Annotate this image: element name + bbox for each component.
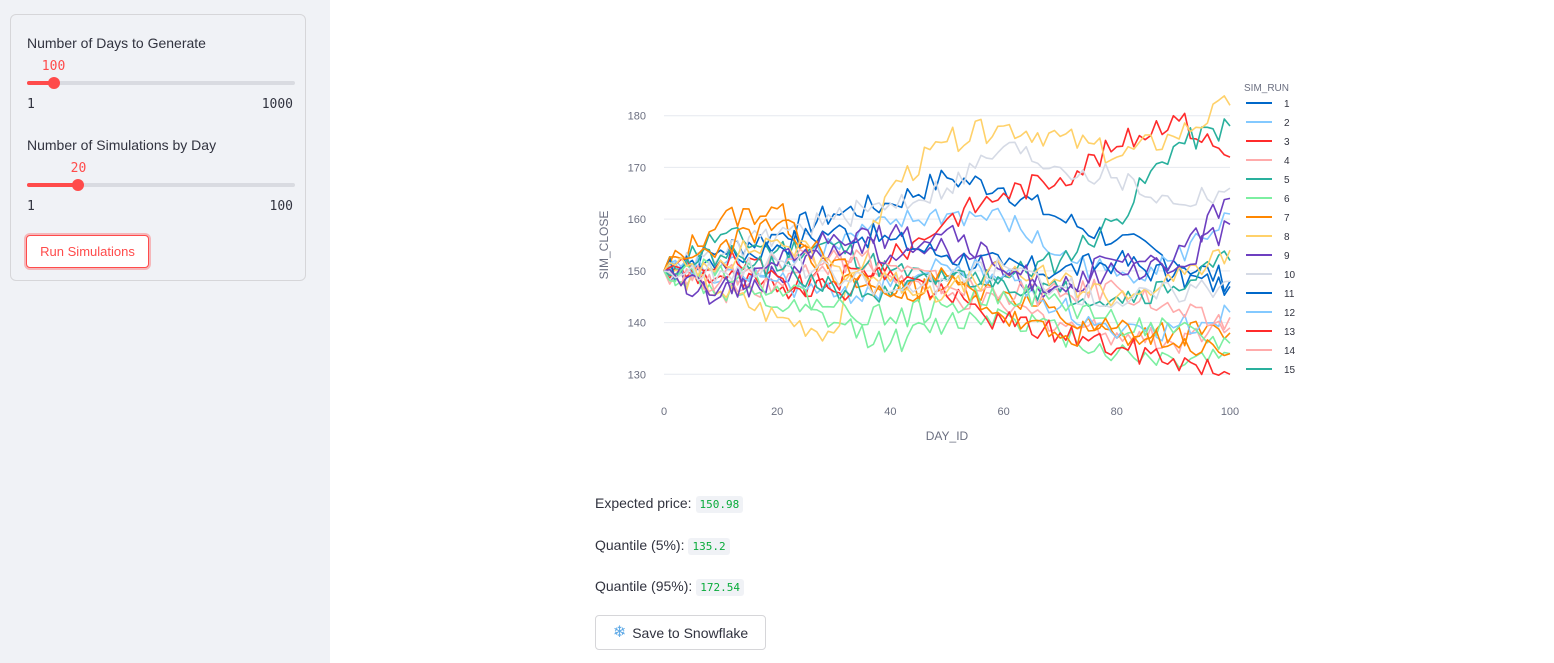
legend-entry: 10 [1284, 270, 1296, 281]
expected-price-label: Expected price: [595, 495, 692, 511]
legend-entry: 3 [1284, 137, 1290, 148]
y-tick-label: 180 [628, 111, 646, 123]
x-axis-label: DAY_ID [926, 429, 969, 443]
quantile-5-metric: Quantile (5%): 135.2 [595, 537, 730, 555]
sims-slider-value: 20 [70, 161, 87, 176]
sims-slider[interactable] [27, 179, 295, 191]
legend-entry: 7 [1284, 213, 1290, 224]
series-line-14 [663, 248, 1231, 334]
legend-entry: 11 [1284, 289, 1295, 300]
days-slider-value: 100 [41, 59, 66, 74]
y-tick-label: 140 [628, 318, 646, 330]
sims-slider-min: 1 [27, 199, 35, 214]
simulation-chart: 130 140 150 160 170 180 0 20 40 60 80 100 DAY_ID SIM_… [590, 75, 1310, 455]
sims-slider-thumb[interactable] [72, 179, 85, 191]
days-slider-max: 1000 [261, 97, 293, 112]
x-tick-label: 0 [661, 406, 667, 418]
save-to-snowflake-button[interactable]: ❄ Save to Snowflake [595, 615, 766, 650]
days-slider-min: 1 [27, 97, 35, 112]
series-line-20 [663, 251, 1231, 309]
legend-entry: 4 [1284, 156, 1290, 167]
legend-entry: 14 [1284, 346, 1296, 357]
legend-entry: 2 [1284, 118, 1290, 129]
legend-entry: 9 [1284, 251, 1290, 262]
y-tick-label: 150 [628, 266, 646, 278]
series-line-9 [663, 197, 1231, 305]
legend-entry: 12 [1284, 308, 1296, 319]
days-slider-label: Number of Days to Generate [27, 35, 206, 51]
expected-price-value: 150.98 [695, 496, 744, 513]
legend-entry: 8 [1284, 232, 1290, 243]
x-tick-label: 100 [1221, 406, 1239, 418]
days-slider-fill [27, 81, 54, 85]
y-tick-label: 130 [628, 369, 646, 381]
series-line-3 [663, 112, 1231, 300]
legend-entry: 15 [1284, 365, 1296, 376]
y-tick-label: 170 [628, 162, 646, 174]
x-tick-label: 60 [997, 406, 1009, 418]
legend-entry: 13 [1284, 327, 1296, 338]
simulation-form: Number of Days to Generate 100 1 1000 Nu… [10, 14, 306, 281]
quantile-5-label: Quantile (5%): [595, 537, 685, 553]
sims-slider-fill [27, 183, 79, 187]
series-line-16 [663, 258, 1231, 351]
series-line-10 [663, 141, 1231, 281]
sims-slider-max: 100 [269, 199, 293, 214]
days-slider[interactable] [27, 77, 295, 89]
quantile-5-value: 135.2 [688, 538, 730, 555]
series-line-8 [663, 95, 1231, 342]
x-tick-label: 80 [1111, 406, 1123, 418]
line-chart: 130 140 150 160 170 180 0 20 40 60 80 100 DAY_ID SIM_… [597, 83, 1296, 443]
x-tick-label: 20 [771, 406, 783, 418]
series-line-1 [663, 169, 1231, 293]
legend-entry: 1 [1284, 99, 1290, 110]
days-slider-thumb[interactable] [47, 77, 60, 89]
y-tick-label: 160 [628, 214, 646, 226]
series-line-6 [663, 265, 1231, 369]
quantile-95-metric: Quantile (95%): 172.54 [595, 578, 745, 596]
series-line-17 [663, 218, 1231, 357]
x-tick-label: 40 [884, 406, 896, 418]
expected-price-metric: Expected price: 150.98 [595, 495, 744, 513]
quantile-95-label: Quantile (95%): [595, 578, 693, 594]
sidebar: Number of Days to Generate 100 1 1000 Nu… [0, 0, 330, 663]
legend-entry: 6 [1284, 194, 1290, 205]
series-line-19 [663, 220, 1231, 297]
y-axis-label: SIM_CLOSE [597, 211, 611, 280]
save-button-label: Save to Snowflake [632, 624, 749, 641]
snowflake-icon: ❄ [612, 623, 627, 641]
legend-entry: 5 [1284, 175, 1290, 186]
run-simulations-button[interactable]: Run Simulations [26, 235, 149, 268]
quantile-95-value: 172.54 [696, 579, 745, 596]
sims-slider-label: Number of Simulations by Day [27, 137, 217, 153]
legend-title: SIM_RUN [1244, 83, 1289, 94]
